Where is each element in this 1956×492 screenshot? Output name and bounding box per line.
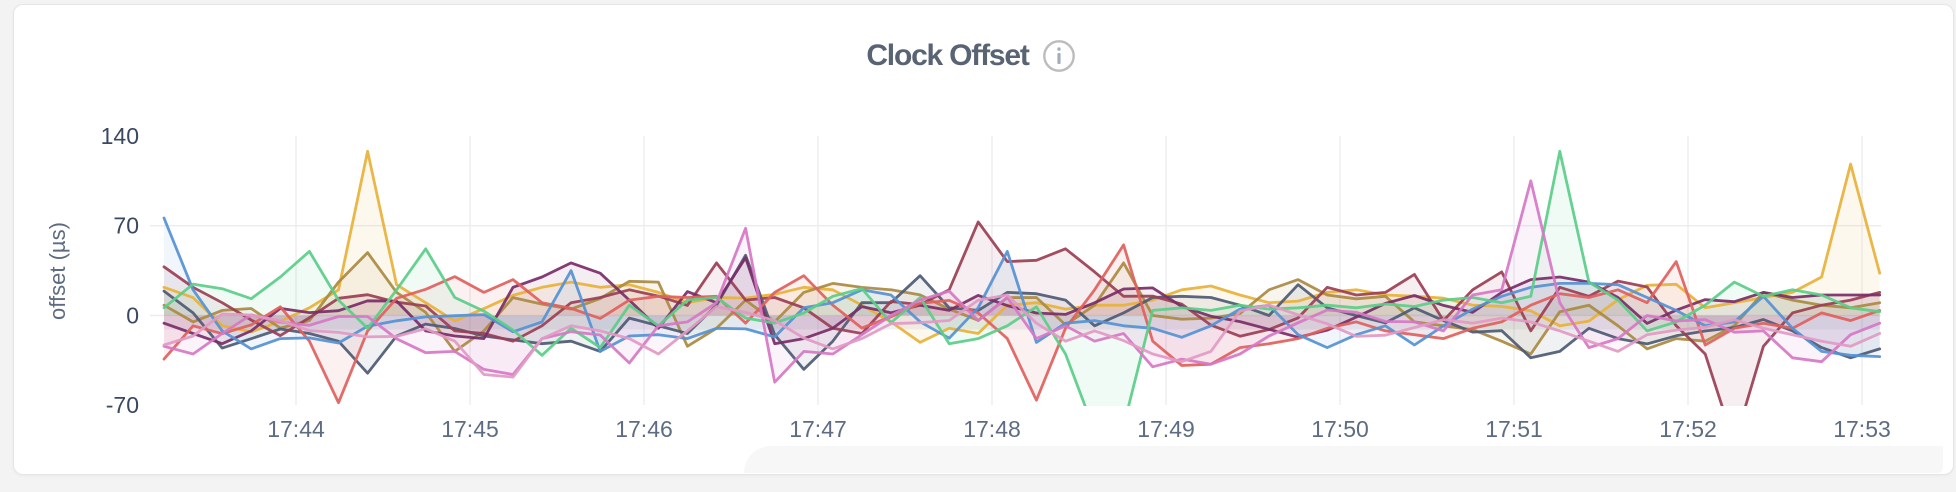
svg-text:offset (µs): offset (µs) — [45, 222, 70, 320]
svg-text:17:46: 17:46 — [615, 416, 673, 442]
svg-text:70: 70 — [113, 213, 139, 239]
svg-text:17:49: 17:49 — [1137, 416, 1195, 442]
svg-text:17:53: 17:53 — [1833, 416, 1891, 442]
svg-text:17:52: 17:52 — [1659, 416, 1717, 442]
svg-text:17:47: 17:47 — [789, 416, 847, 442]
svg-text:17:50: 17:50 — [1311, 416, 1369, 442]
svg-text:-70: -70 — [106, 392, 139, 418]
svg-text:17:44: 17:44 — [267, 416, 325, 442]
svg-text:0: 0 — [126, 303, 139, 329]
svg-text:17:48: 17:48 — [963, 416, 1021, 442]
svg-text:17:45: 17:45 — [441, 416, 499, 442]
svg-text:140: 140 — [101, 123, 139, 149]
svg-text:17:51: 17:51 — [1485, 416, 1543, 442]
